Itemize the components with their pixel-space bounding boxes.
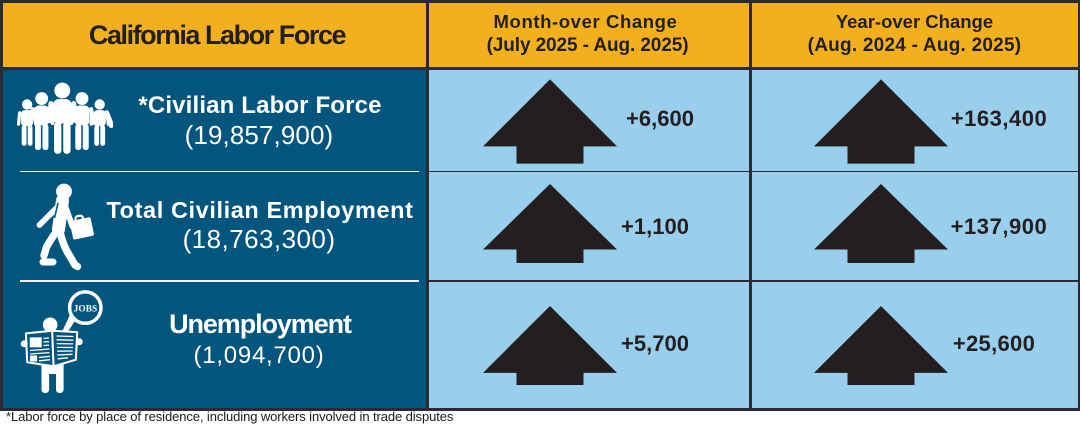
svg-text:JOBS: JOBS (74, 305, 98, 315)
